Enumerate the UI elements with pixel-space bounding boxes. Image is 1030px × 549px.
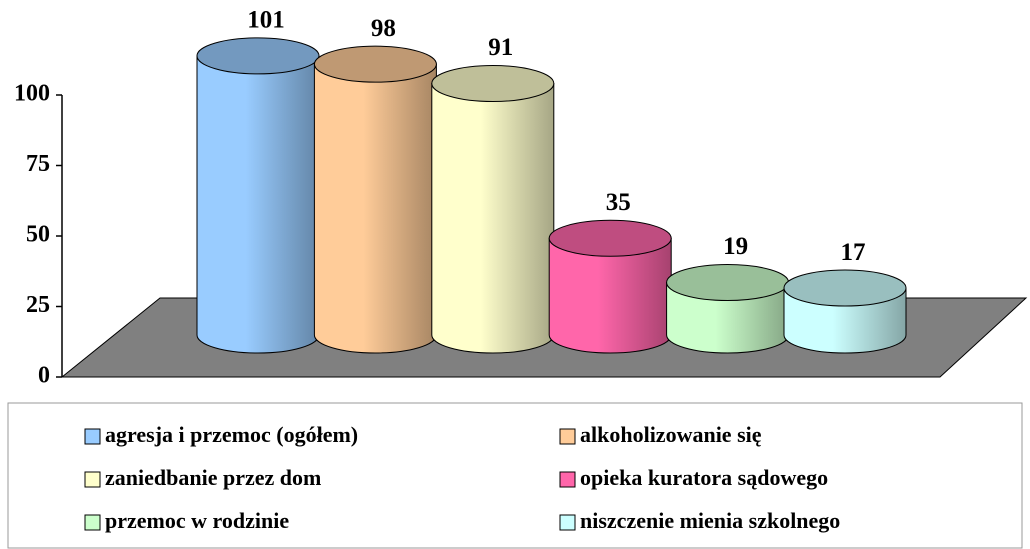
legend-swatch xyxy=(559,428,576,445)
cylinder-top xyxy=(431,65,555,103)
bar xyxy=(783,269,907,354)
cylinder-top xyxy=(783,269,907,307)
data-label: 98 xyxy=(371,15,396,42)
legend-label: alkoholizowanie się xyxy=(580,422,762,447)
bar xyxy=(548,219,672,354)
data-label: 91 xyxy=(488,34,513,61)
y-tick-label: 75 xyxy=(26,151,50,177)
legend-label: opieka kuratora sądowego xyxy=(580,465,828,490)
data-label: 19 xyxy=(723,233,748,260)
legend-swatch xyxy=(84,471,101,488)
cylinder-body xyxy=(196,55,320,354)
legend-swatch xyxy=(559,514,576,531)
cylinder-body xyxy=(313,63,437,354)
bar xyxy=(196,37,320,354)
y-tick-label: 0 xyxy=(38,363,50,389)
cylinder-body xyxy=(783,287,907,354)
cylinder-top xyxy=(313,45,437,83)
bar xyxy=(313,45,437,354)
data-label: 35 xyxy=(606,189,631,216)
legend-label: zaniedbanie przez dom xyxy=(105,465,321,490)
y-tick-label: 100 xyxy=(14,81,50,107)
cylinder-top xyxy=(666,263,790,301)
legend-swatch xyxy=(84,514,101,531)
data-label: 17 xyxy=(841,239,866,266)
legend-swatch xyxy=(559,471,576,488)
cylinder-top xyxy=(196,37,320,75)
cylinder-top xyxy=(548,219,672,257)
data-label: 101 xyxy=(247,7,285,34)
legend-label: agresja i przemoc (ogółem) xyxy=(105,422,358,447)
bar xyxy=(666,263,790,354)
legend xyxy=(7,402,1023,549)
bar xyxy=(431,65,555,354)
legend-swatch xyxy=(84,428,101,445)
legend-label: niszczenie mienia szkolnego xyxy=(580,508,840,533)
y-tick-label: 50 xyxy=(26,222,50,248)
y-tick-label: 25 xyxy=(26,292,50,318)
cylinder-body xyxy=(431,83,555,354)
legend-label: przemoc w rodzinie xyxy=(105,508,289,533)
